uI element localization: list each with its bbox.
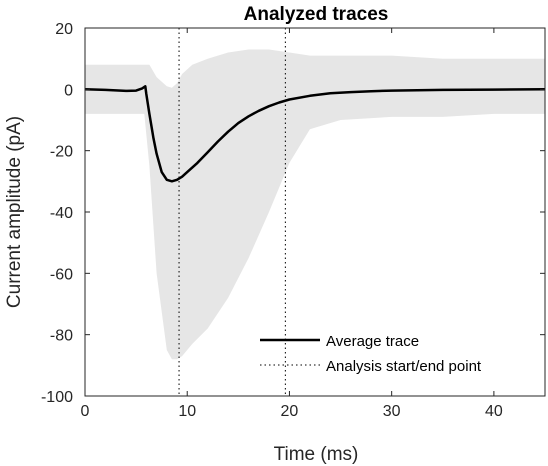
y-tick-label: -80 [50, 328, 73, 345]
y-tick-label: 20 [55, 21, 73, 38]
traces-band [85, 49, 545, 360]
analysis-lines-layer [178, 28, 286, 396]
y-tick-label: 0 [64, 82, 73, 99]
legend: Average trace Analysis start/end point [260, 333, 482, 375]
average-trace-layer [84, 85, 546, 183]
y-tick-label: -40 [50, 205, 73, 222]
y-axis-label: Current amplitude (pA) [4, 116, 25, 308]
x-axis-ticks: 0 10 20 30 40 [81, 28, 503, 420]
legend-label-analysis-lines: Analysis start/end point [326, 358, 482, 375]
traces-band-layer [85, 49, 545, 360]
x-tick-label: 0 [81, 403, 90, 420]
y-tick-label: -100 [41, 389, 73, 406]
y-tick-label: -60 [50, 266, 73, 283]
legend-label-average-trace: Average trace [326, 333, 419, 350]
x-tick-label: 10 [178, 403, 196, 420]
x-tick-label: 40 [485, 403, 503, 420]
y-tick-label: -20 [50, 144, 73, 161]
y-axis-ticks: 20 0 -20 -40 -60 -80 -100 [41, 21, 545, 406]
x-tick-label: 20 [281, 403, 299, 420]
average-trace-line [84, 85, 546, 183]
x-tick-label: 30 [383, 403, 401, 420]
chart-title: Analyzed traces [244, 4, 389, 25]
x-axis-label: Time (ms) [274, 444, 359, 465]
